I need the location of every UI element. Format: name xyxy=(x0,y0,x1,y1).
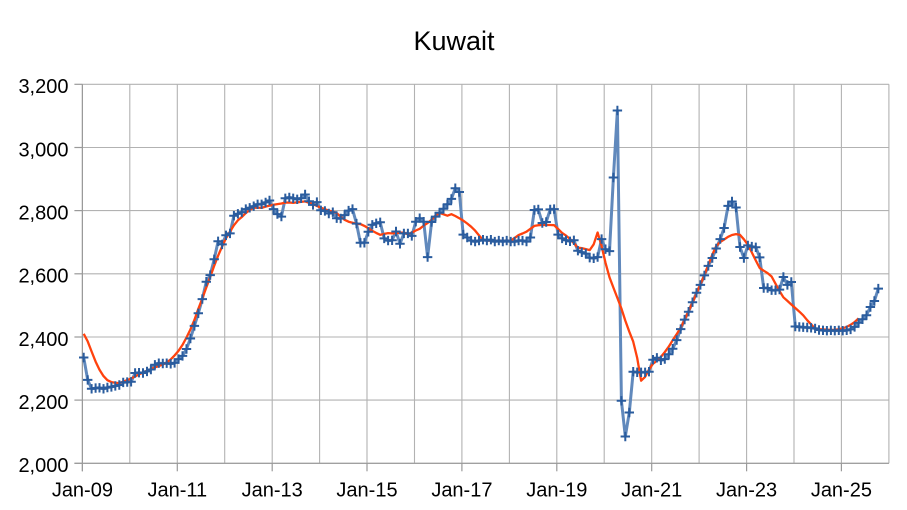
svg-text:Jan-19: Jan-19 xyxy=(526,480,587,502)
svg-text:Jan-23: Jan-23 xyxy=(716,480,777,502)
svg-text:Jan-11: Jan-11 xyxy=(147,480,207,502)
svg-text:Jan-15: Jan-15 xyxy=(336,480,397,502)
svg-text:2,800: 2,800 xyxy=(18,202,68,224)
svg-text:Kuwait: Kuwait xyxy=(413,26,495,56)
svg-text:3,200: 3,200 xyxy=(18,76,68,98)
svg-text:2,200: 2,200 xyxy=(18,392,68,414)
svg-text:Jan-25: Jan-25 xyxy=(811,480,872,502)
svg-text:2,600: 2,600 xyxy=(18,266,68,288)
svg-text:2,000: 2,000 xyxy=(18,455,68,477)
svg-text:Jan-13: Jan-13 xyxy=(242,480,303,502)
svg-text:2,400: 2,400 xyxy=(18,329,68,351)
svg-text:Jan-21: Jan-21 xyxy=(621,480,682,502)
svg-text:3,000: 3,000 xyxy=(18,139,68,161)
svg-text:Jan-17: Jan-17 xyxy=(431,480,492,502)
svg-text:Jan-09: Jan-09 xyxy=(52,480,113,502)
